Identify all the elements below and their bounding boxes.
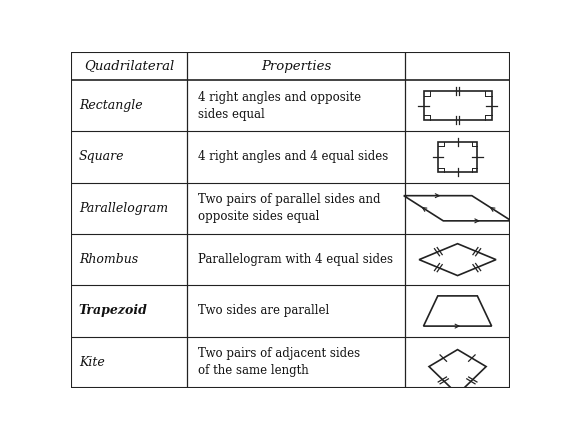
Text: Two sides are parallel: Two sides are parallel: [198, 304, 329, 317]
Text: Two pairs of adjacent sides
of the same length: Two pairs of adjacent sides of the same …: [198, 347, 361, 377]
Text: Square: Square: [79, 150, 124, 164]
Text: Two pairs of parallel sides and
opposite sides equal: Two pairs of parallel sides and opposite…: [198, 193, 381, 223]
Text: Kite: Kite: [79, 356, 104, 369]
Text: Rhombus: Rhombus: [79, 253, 138, 266]
Text: Trapezoid: Trapezoid: [79, 304, 147, 317]
Text: Parallelogram: Parallelogram: [79, 202, 168, 215]
Text: Properties: Properties: [261, 60, 331, 72]
Text: Parallelogram with 4 equal sides: Parallelogram with 4 equal sides: [198, 253, 393, 266]
Text: 4 right angles and 4 equal sides: 4 right angles and 4 equal sides: [198, 150, 388, 164]
Text: 4 right angles and opposite
sides equal: 4 right angles and opposite sides equal: [198, 91, 361, 120]
Text: Rectangle: Rectangle: [79, 99, 142, 112]
Text: Quadrilateral: Quadrilateral: [84, 60, 174, 72]
